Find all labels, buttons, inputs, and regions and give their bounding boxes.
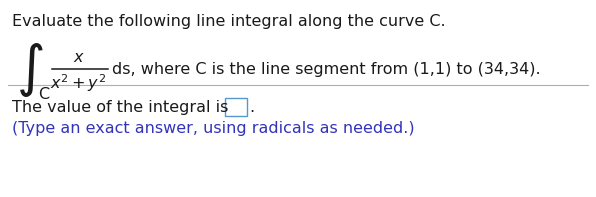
Text: $\int$: $\int$ <box>16 41 44 99</box>
Text: C: C <box>38 86 49 101</box>
Text: The value of the integral is: The value of the integral is <box>12 99 228 114</box>
FancyBboxPatch shape <box>225 98 247 116</box>
Text: $x^2 + y^2$: $x^2 + y^2$ <box>50 72 106 94</box>
Text: x: x <box>73 49 83 64</box>
Text: Evaluate the following line integral along the curve C.: Evaluate the following line integral alo… <box>12 14 446 29</box>
Text: .: . <box>249 99 254 114</box>
Text: ds, where C is the line segment from (1,1) to (34,34).: ds, where C is the line segment from (1,… <box>112 61 541 76</box>
Text: (Type an exact answer, using radicals as needed.): (Type an exact answer, using radicals as… <box>12 122 415 137</box>
